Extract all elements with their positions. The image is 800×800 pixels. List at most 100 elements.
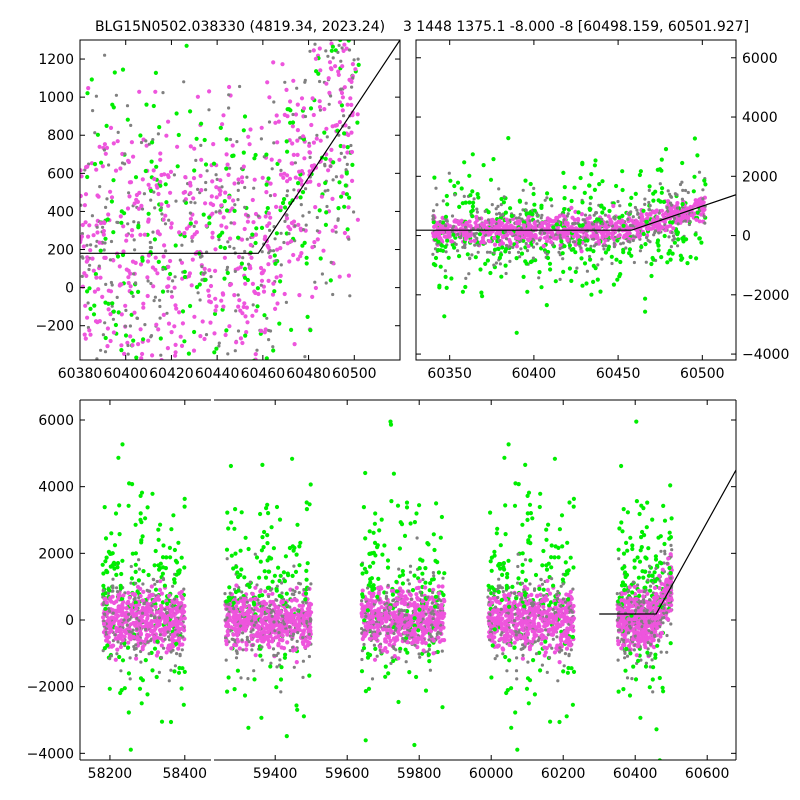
data-point <box>242 266 248 271</box>
data-point <box>224 642 229 647</box>
data-point <box>146 279 150 283</box>
data-point <box>282 171 287 176</box>
data-point <box>257 601 261 605</box>
data-point <box>561 213 566 218</box>
data-point <box>200 432 204 436</box>
data-point <box>137 190 142 195</box>
data-point <box>202 361 206 365</box>
data-point <box>168 485 172 489</box>
data-point <box>355 112 360 117</box>
data-point <box>327 90 332 95</box>
data-point <box>337 274 342 279</box>
data-point <box>173 664 177 668</box>
data-point <box>158 603 164 609</box>
data-point <box>157 125 162 130</box>
data-point <box>127 786 131 790</box>
data-point <box>236 615 241 620</box>
data-point <box>267 95 272 100</box>
data-point <box>503 263 508 268</box>
data-point <box>385 565 391 570</box>
data-point <box>290 141 295 146</box>
data-point <box>308 482 313 487</box>
x-tick-label: 60380 <box>58 366 103 382</box>
data-point <box>525 249 530 253</box>
data-point <box>101 225 105 229</box>
data-point <box>280 591 284 595</box>
data-point <box>339 90 345 96</box>
data-point <box>232 607 236 611</box>
data-point <box>260 658 264 662</box>
data-point <box>472 232 476 236</box>
data-point <box>223 592 227 596</box>
data-point <box>335 8 339 12</box>
data-point <box>225 265 230 269</box>
data-point <box>263 589 268 594</box>
data-point <box>117 532 122 537</box>
data-point <box>523 232 529 237</box>
data-point <box>263 626 268 631</box>
data-point <box>533 233 538 238</box>
data-point <box>206 360 209 363</box>
data-point <box>107 588 112 593</box>
data-point <box>572 185 577 190</box>
data-point <box>176 132 181 138</box>
data-point <box>237 254 242 259</box>
data-point <box>313 285 318 291</box>
data-point <box>545 196 549 200</box>
data-point <box>102 612 107 616</box>
data-point <box>496 246 501 252</box>
data-point <box>153 548 158 554</box>
data-point <box>149 610 154 615</box>
data-point <box>324 81 329 86</box>
data-point <box>275 140 280 145</box>
data-point <box>113 511 119 516</box>
data-point <box>132 272 136 276</box>
data-point <box>161 217 166 222</box>
data-point <box>321 248 326 253</box>
data-point <box>179 589 184 595</box>
data-point <box>103 151 108 156</box>
data-point <box>631 224 635 228</box>
data-point <box>107 163 111 167</box>
data-point <box>121 249 126 254</box>
data-point <box>228 605 233 611</box>
data-point <box>111 615 116 621</box>
data-point <box>443 244 448 249</box>
data-point <box>167 621 172 626</box>
data-point <box>96 287 101 292</box>
data-point <box>164 200 169 205</box>
data-point <box>144 621 149 626</box>
data-point <box>659 255 664 260</box>
data-point <box>336 217 340 221</box>
data-point <box>269 157 274 162</box>
data-point <box>224 166 229 171</box>
data-point <box>459 218 464 223</box>
data-point <box>530 212 535 217</box>
data-point <box>221 113 226 118</box>
data-point <box>292 564 296 568</box>
data-point <box>101 228 106 234</box>
data-point <box>175 144 180 149</box>
data-point <box>476 195 481 200</box>
data-point <box>152 176 157 182</box>
data-point <box>231 637 235 642</box>
data-point <box>285 149 290 154</box>
data-point <box>347 126 351 130</box>
data-point <box>234 309 238 313</box>
data-point <box>214 185 219 190</box>
data-point <box>562 244 567 249</box>
data-point <box>467 219 472 224</box>
data-point <box>187 271 192 276</box>
data-point <box>249 255 254 260</box>
data-point <box>247 640 251 644</box>
data-point <box>334 123 339 128</box>
data-point <box>274 231 279 236</box>
data-point <box>545 252 549 256</box>
data-point <box>166 625 171 631</box>
data-point <box>462 160 467 165</box>
data-point <box>676 222 680 226</box>
data-point <box>128 656 132 660</box>
data-point <box>204 223 209 228</box>
data-point <box>259 618 264 623</box>
y-tick-label: 0 <box>742 229 751 245</box>
